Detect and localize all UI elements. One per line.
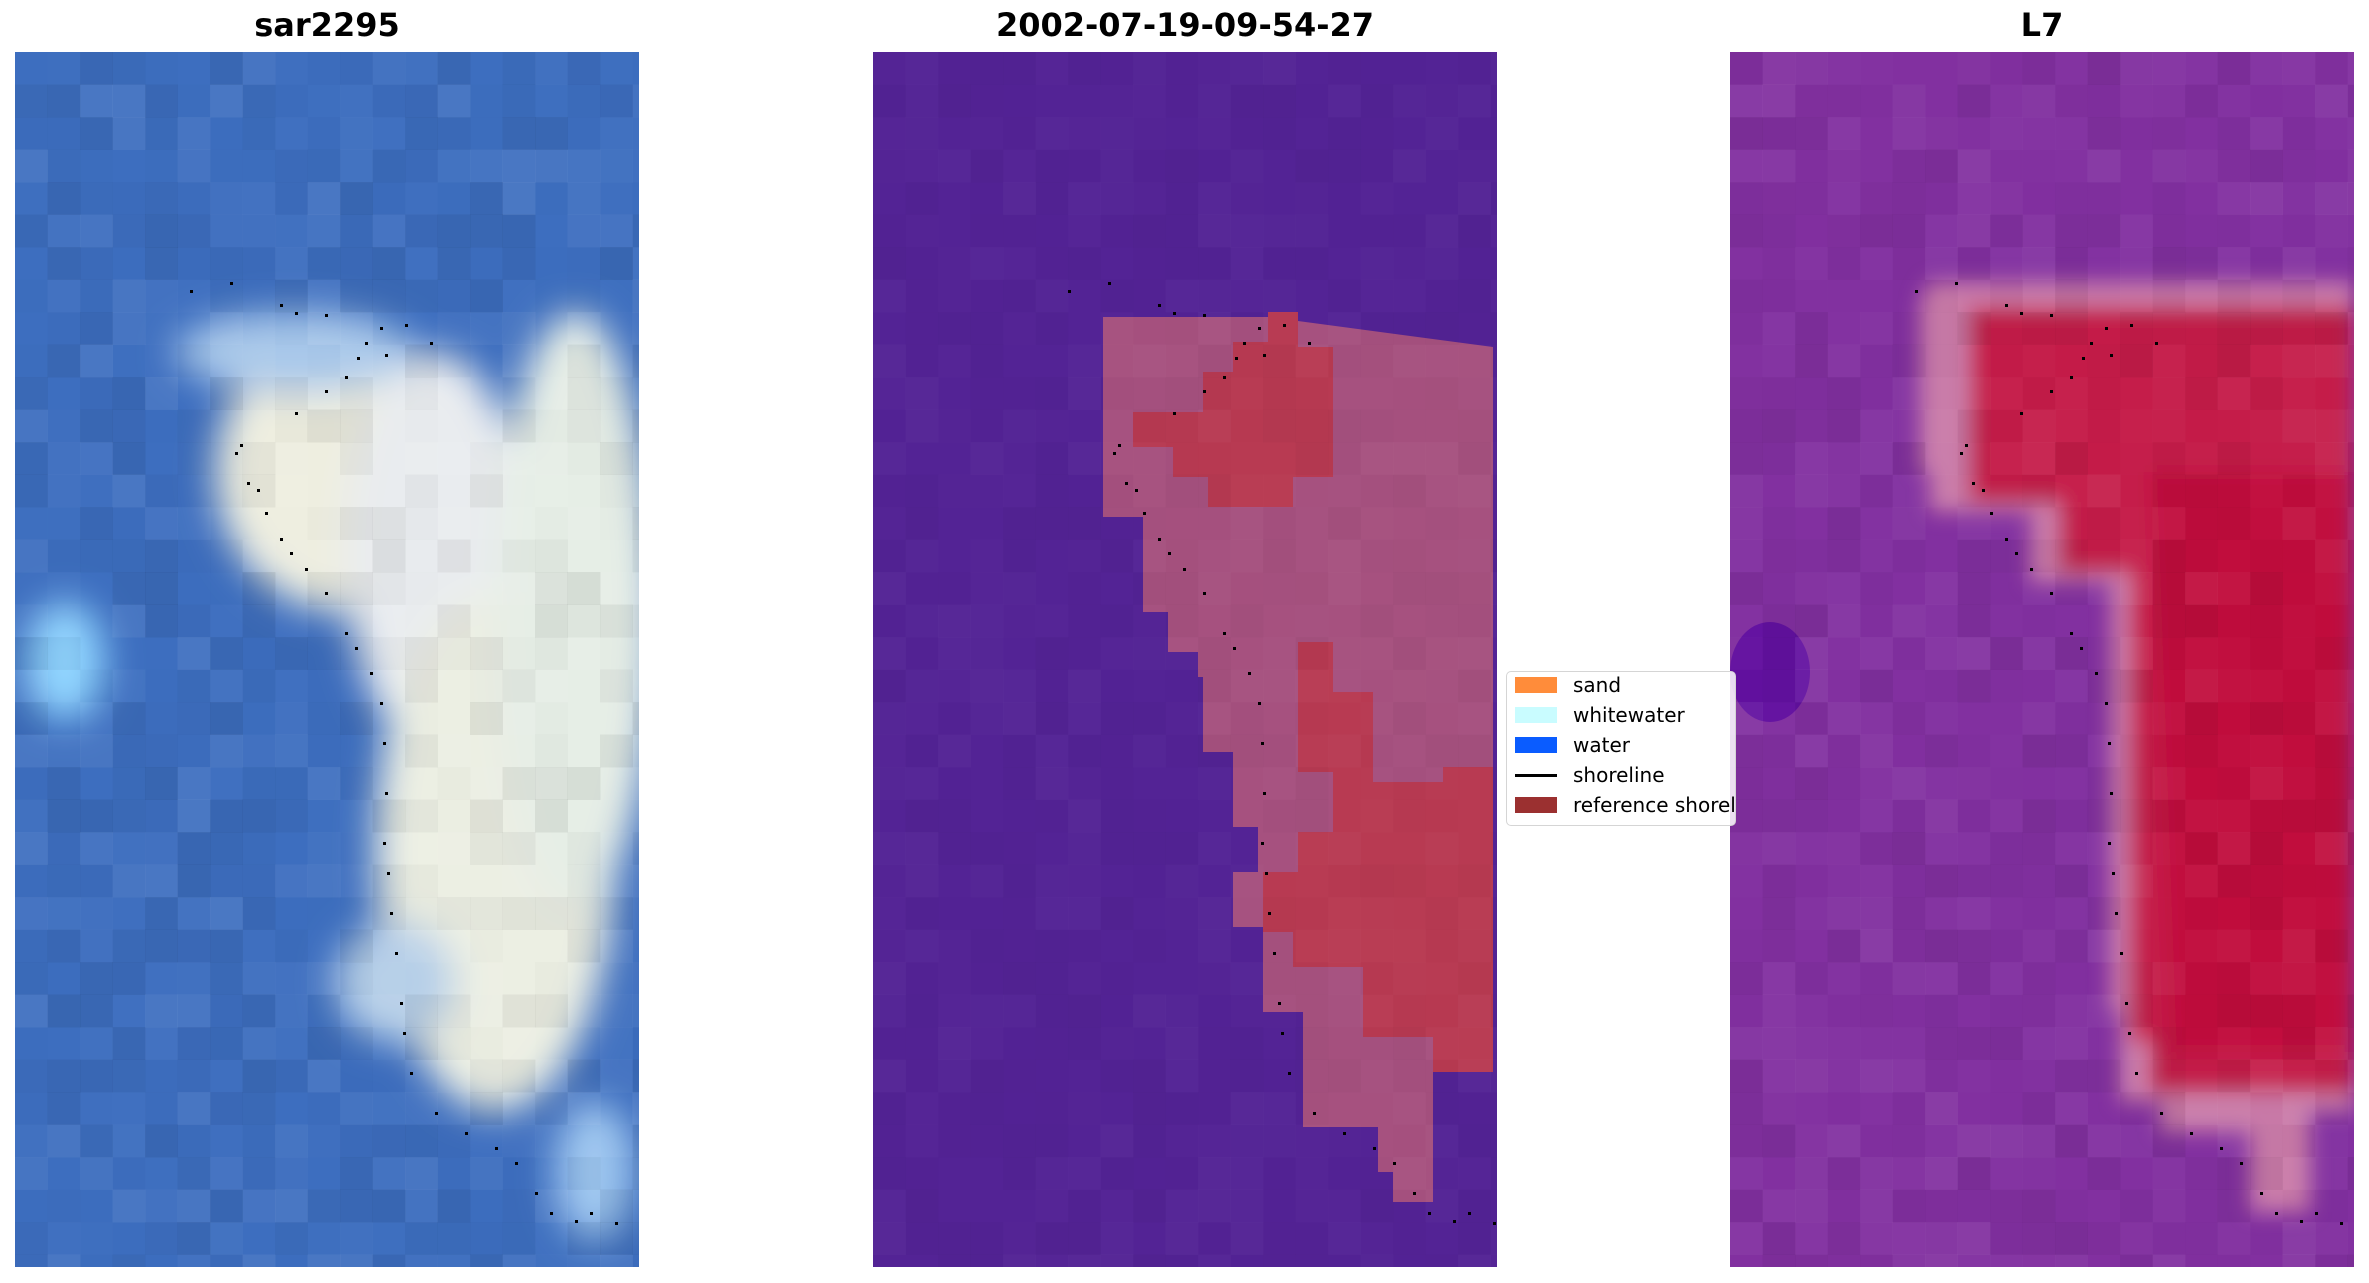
- shoreline-line: [1515, 773, 1557, 777]
- legend-label-whitewater: whitewater: [1573, 703, 1685, 727]
- whitewater-swatch: [1515, 707, 1557, 723]
- legend-item-reference-shoreline: reference shoreline: [1515, 792, 1736, 818]
- panel-title-date: 2002-07-19-09-54-27: [995, 6, 1375, 44]
- classified-image: [873, 52, 1497, 1267]
- legend-item-whitewater: whitewater: [1515, 702, 1685, 728]
- legend-label-reference-shoreline: reference shoreline: [1573, 793, 1736, 817]
- legend-label-sand: sand: [1573, 673, 1622, 697]
- sand-swatch: [1515, 677, 1557, 693]
- legend-label-water: water: [1573, 733, 1630, 757]
- rgb-image: [15, 52, 639, 1267]
- legend-item-shoreline: shoreline: [1515, 762, 1665, 788]
- legend-item-water: water: [1515, 732, 1630, 758]
- reference-shoreline-swatch: [1515, 797, 1557, 813]
- legend: sand whitewater water shoreline referenc…: [1506, 671, 1736, 826]
- water-swatch: [1515, 737, 1557, 753]
- legend-label-shoreline: shoreline: [1573, 763, 1665, 787]
- panel-title-rgb: sar2295: [254, 6, 400, 44]
- panel-title-satellite: L7: [2020, 6, 2064, 44]
- legend-item-sand: sand: [1515, 672, 1621, 698]
- mndwi-image: [1730, 52, 2354, 1267]
